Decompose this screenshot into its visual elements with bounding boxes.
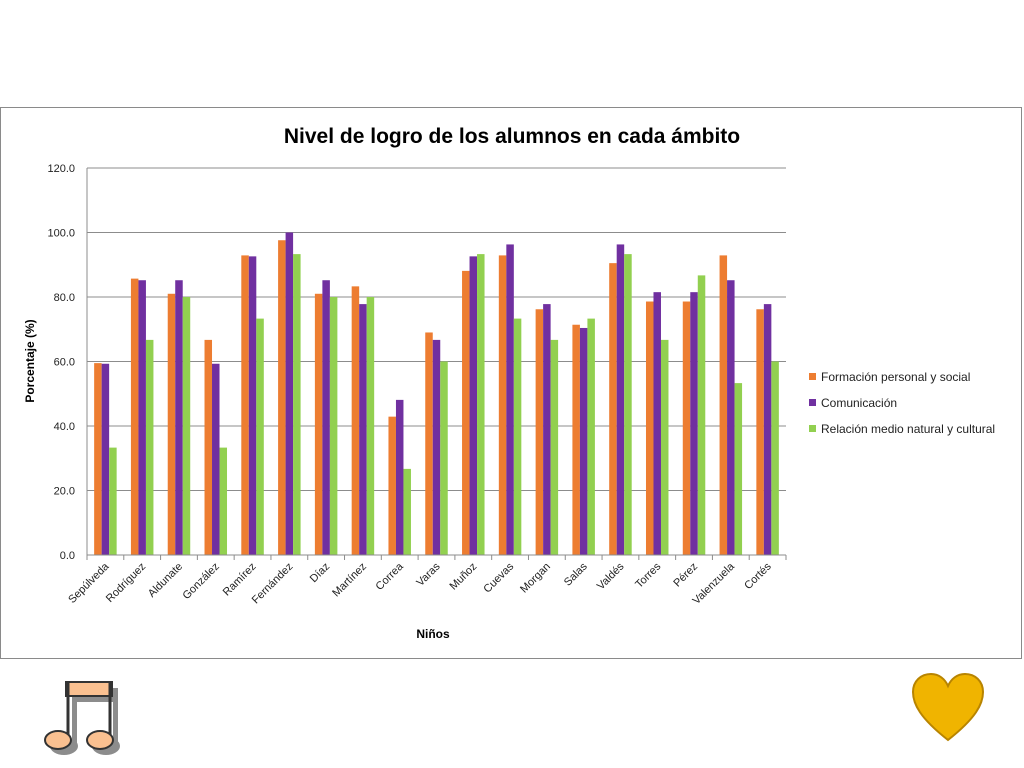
bar [535, 309, 544, 555]
bar [734, 383, 743, 555]
y-tick-label: 40.0 [54, 421, 75, 433]
bar [477, 254, 485, 556]
bar [506, 244, 514, 555]
x-tick-label: Morgan [518, 561, 553, 596]
bar [616, 244, 625, 555]
y-tick-label: 100.0 [47, 228, 75, 240]
bar [285, 232, 294, 555]
bar [469, 256, 478, 555]
bar [293, 254, 301, 556]
chart-frame: Nivel de logro de los alumnos en cada ám… [0, 107, 1022, 659]
bar [763, 304, 772, 555]
bar [359, 304, 367, 555]
y-tick-label: 20.0 [54, 486, 75, 498]
x-tick-label: Valdés [595, 560, 627, 592]
bar-chart: Nivel de logro de los alumnos en cada ám… [23, 125, 995, 641]
y-tick-label: 120.0 [47, 163, 75, 175]
bar [388, 416, 396, 555]
bar [351, 286, 360, 555]
x-tick-label: Muñoz [448, 561, 480, 593]
heart-icon [910, 672, 986, 749]
bar [167, 293, 176, 555]
y-tick-label: 80.0 [54, 292, 75, 304]
bar [314, 293, 323, 555]
x-tick-label: Salas [562, 560, 590, 588]
music-note-icon [40, 678, 130, 763]
bar [130, 278, 139, 555]
bar [248, 256, 257, 555]
bar [94, 363, 102, 555]
bar [660, 339, 669, 555]
bar [241, 255, 249, 555]
bar [579, 327, 588, 555]
bar [587, 318, 595, 555]
bar [101, 363, 110, 555]
bar [727, 280, 735, 555]
bar [697, 275, 706, 555]
bar [550, 339, 559, 555]
x-tick-label: Díaz [308, 561, 332, 585]
bar [462, 270, 470, 555]
x-tick-label: Torres [633, 560, 663, 590]
bar [440, 361, 448, 555]
bar [109, 447, 117, 555]
legend-label: Comunicación [821, 396, 897, 410]
x-axis-ticks: SepúlvedaRodríguezAldunateGonzálezRamíre… [66, 554, 787, 607]
bar [138, 280, 146, 555]
bar [145, 339, 154, 555]
x-tick-label: Cortés [742, 560, 774, 592]
x-tick-label: González [181, 561, 222, 602]
bar [682, 301, 691, 555]
legend-swatch [809, 425, 816, 432]
bars [94, 232, 779, 556]
bar [182, 297, 191, 555]
bar [219, 447, 228, 555]
y-tick-label: 0.0 [60, 550, 75, 562]
bar [645, 301, 654, 555]
x-axis-title: Niños [416, 627, 450, 641]
bar [432, 339, 441, 555]
bar [212, 363, 220, 555]
chart-title: Nivel de logro de los alumnos en cada ám… [284, 125, 740, 148]
bar [543, 304, 551, 555]
bar [609, 263, 617, 555]
x-tick-label: Varas [414, 560, 443, 589]
y-axis-ticks: 0.0 20.0 40.0 60.0 80.0 100.0 120.0 [47, 163, 75, 562]
bar [395, 399, 404, 555]
legend: Formación personal y social Comunicación R… [809, 370, 995, 436]
bar [771, 361, 779, 555]
bar [366, 297, 375, 555]
y-tick-label: 60.0 [54, 357, 75, 369]
bar [572, 324, 580, 555]
bar [403, 468, 411, 555]
bar [653, 292, 661, 555]
bar [425, 332, 433, 555]
legend-swatch [809, 373, 816, 380]
x-tick-label: Rodríguez [104, 561, 148, 605]
x-tick-label: Correa [374, 560, 407, 593]
x-tick-label: Ramírez [221, 561, 259, 599]
bar [256, 318, 264, 555]
bar [719, 255, 728, 555]
y-axis-title: Porcentaje (%) [23, 319, 37, 402]
x-tick-label: Aldunate [146, 561, 185, 600]
bar [624, 254, 632, 556]
x-tick-label: Pérez [671, 561, 700, 590]
x-tick-label: Martínez [330, 561, 369, 600]
bar [513, 318, 522, 555]
legend-swatch [809, 399, 816, 406]
bar [322, 280, 330, 555]
bar [690, 292, 698, 555]
x-tick-label: Cuevas [481, 560, 516, 595]
bar [498, 255, 507, 555]
legend-label: Relación medio natural y cultural [821, 422, 995, 436]
bar [175, 280, 183, 555]
bar [278, 240, 286, 556]
bar [204, 339, 213, 555]
legend-label: Formación personal y social [821, 370, 970, 384]
bar [329, 297, 338, 555]
bar [756, 309, 764, 555]
